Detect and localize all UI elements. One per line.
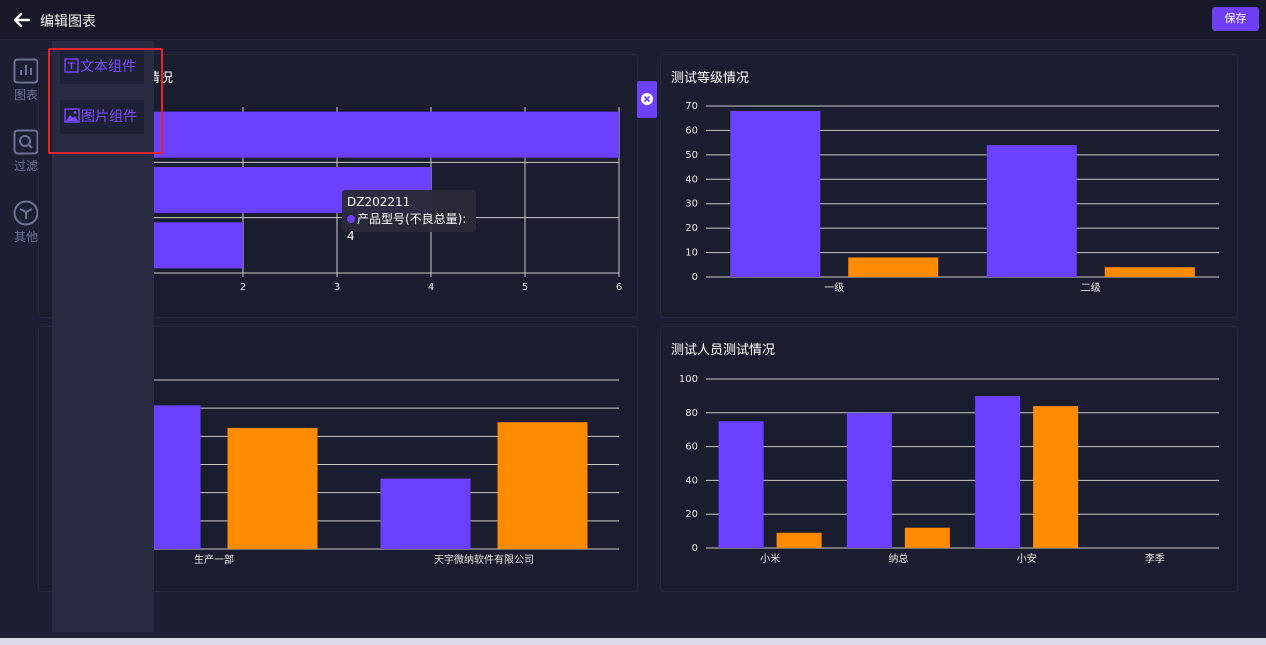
- bottom-strip: [0, 638, 1266, 645]
- arrow-left-icon[interactable]: [12, 10, 32, 30]
- x-tick-label: 二级: [1081, 282, 1101, 294]
- y-tick-label: 40: [685, 475, 698, 486]
- bar: [986, 145, 1077, 277]
- chart-panel-test-level[interactable]: 测试等级情况 0 10 20 30 40 50 60 70 一级 二级: [660, 54, 1238, 318]
- rail-item-label: 图表: [13, 88, 38, 102]
- close-icon: [641, 93, 653, 105]
- bar: [975, 395, 1021, 548]
- chart-title: 测试等级情况: [671, 71, 750, 86]
- x-tick-label: 生产一部: [194, 553, 234, 566]
- x-tick-label: 小米: [760, 552, 780, 565]
- y-tick-label: 30: [685, 199, 698, 210]
- tooltip-title: DZ202211: [347, 195, 411, 209]
- top-bar: 编辑图表 保存: [0, 0, 1266, 40]
- y-tick-label: 0: [692, 543, 698, 554]
- bar: [227, 427, 318, 549]
- image-component-item[interactable]: 图片组件: [60, 100, 144, 134]
- x-tick-label: 4: [428, 282, 434, 293]
- x-tick-label: 6: [616, 282, 622, 293]
- bar: [497, 422, 588, 549]
- tooltip-value: 4: [347, 229, 355, 243]
- close-panel-button[interactable]: [637, 81, 657, 118]
- y-tick-label: 20: [685, 509, 698, 520]
- bar: [848, 257, 939, 277]
- y-tick-label: 10: [685, 248, 698, 259]
- bar: [730, 110, 821, 277]
- y-tick-label: 80: [685, 408, 698, 419]
- y-tick-label: 60: [685, 442, 698, 453]
- flyout-item-label: 文本组件: [80, 59, 136, 75]
- series-dot-icon: [347, 215, 355, 223]
- rail-item-label: 过滤: [13, 159, 38, 173]
- chart-panel-tester[interactable]: 测试人员测试情况 0 20 40 60 80 100 小米 纳总 小安 李季: [660, 326, 1238, 592]
- flyout-item-label: 图片组件: [81, 109, 137, 125]
- chart-canvas: 0 20 40 60 80 100 小米 纳总 小安 李季: [679, 374, 1219, 565]
- y-tick-label: 100: [679, 374, 698, 385]
- y-tick-label: 60: [685, 125, 698, 136]
- search-icon: [13, 129, 39, 155]
- x-tick-label: 纳总: [888, 552, 908, 565]
- component-flyout: 文本组件 图片组件: [52, 41, 154, 632]
- rail-item-chart[interactable]: 图表: [0, 58, 52, 103]
- text-component-item[interactable]: 文本组件: [60, 50, 144, 84]
- x-tick-label: 天宇微纳软件有限公司: [434, 553, 534, 566]
- bar: [776, 532, 822, 548]
- y-tick-label: 20: [685, 223, 698, 234]
- x-tick-label: 5: [522, 282, 528, 293]
- bar: [1033, 406, 1079, 548]
- x-tick-label: 小安: [1017, 552, 1037, 565]
- image-icon: [64, 108, 80, 123]
- bar-chart-icon: [13, 58, 39, 84]
- tooltip-series-label: 产品型号(不良总量):: [357, 212, 467, 226]
- y-tick-label: 70: [685, 101, 698, 112]
- bar: [1104, 267, 1195, 277]
- chart-canvas: 0 10 20 30 40 50 60 70 一级 二级: [685, 101, 1219, 294]
- tooltip-row: 产品型号(不良总量): 4: [347, 211, 471, 245]
- rail-item-label: 其他: [13, 230, 38, 244]
- rail-item-other[interactable]: 其他: [0, 200, 52, 245]
- x-tick-label: 3: [334, 282, 340, 293]
- chart-title: 测试人员测试情况: [671, 343, 776, 358]
- bar: [380, 478, 471, 549]
- bar: [904, 527, 950, 548]
- x-tick-label: 一级: [824, 282, 844, 294]
- bar: [846, 412, 892, 548]
- bar: [718, 421, 764, 548]
- cube-icon: [13, 200, 39, 226]
- save-button[interactable]: 保存: [1212, 7, 1259, 31]
- y-tick-label: 0: [692, 272, 698, 283]
- chart-tooltip: DZ202211 产品型号(不良总量): 4: [342, 190, 476, 243]
- page-title: 编辑图表: [40, 14, 96, 30]
- y-tick-label: 50: [685, 150, 698, 161]
- x-tick-label: 2: [240, 282, 246, 293]
- x-tick-label: 李季: [1145, 552, 1165, 565]
- text-icon: [64, 58, 79, 73]
- y-tick-label: 40: [685, 174, 698, 185]
- rail-item-filter[interactable]: 过滤: [0, 129, 52, 174]
